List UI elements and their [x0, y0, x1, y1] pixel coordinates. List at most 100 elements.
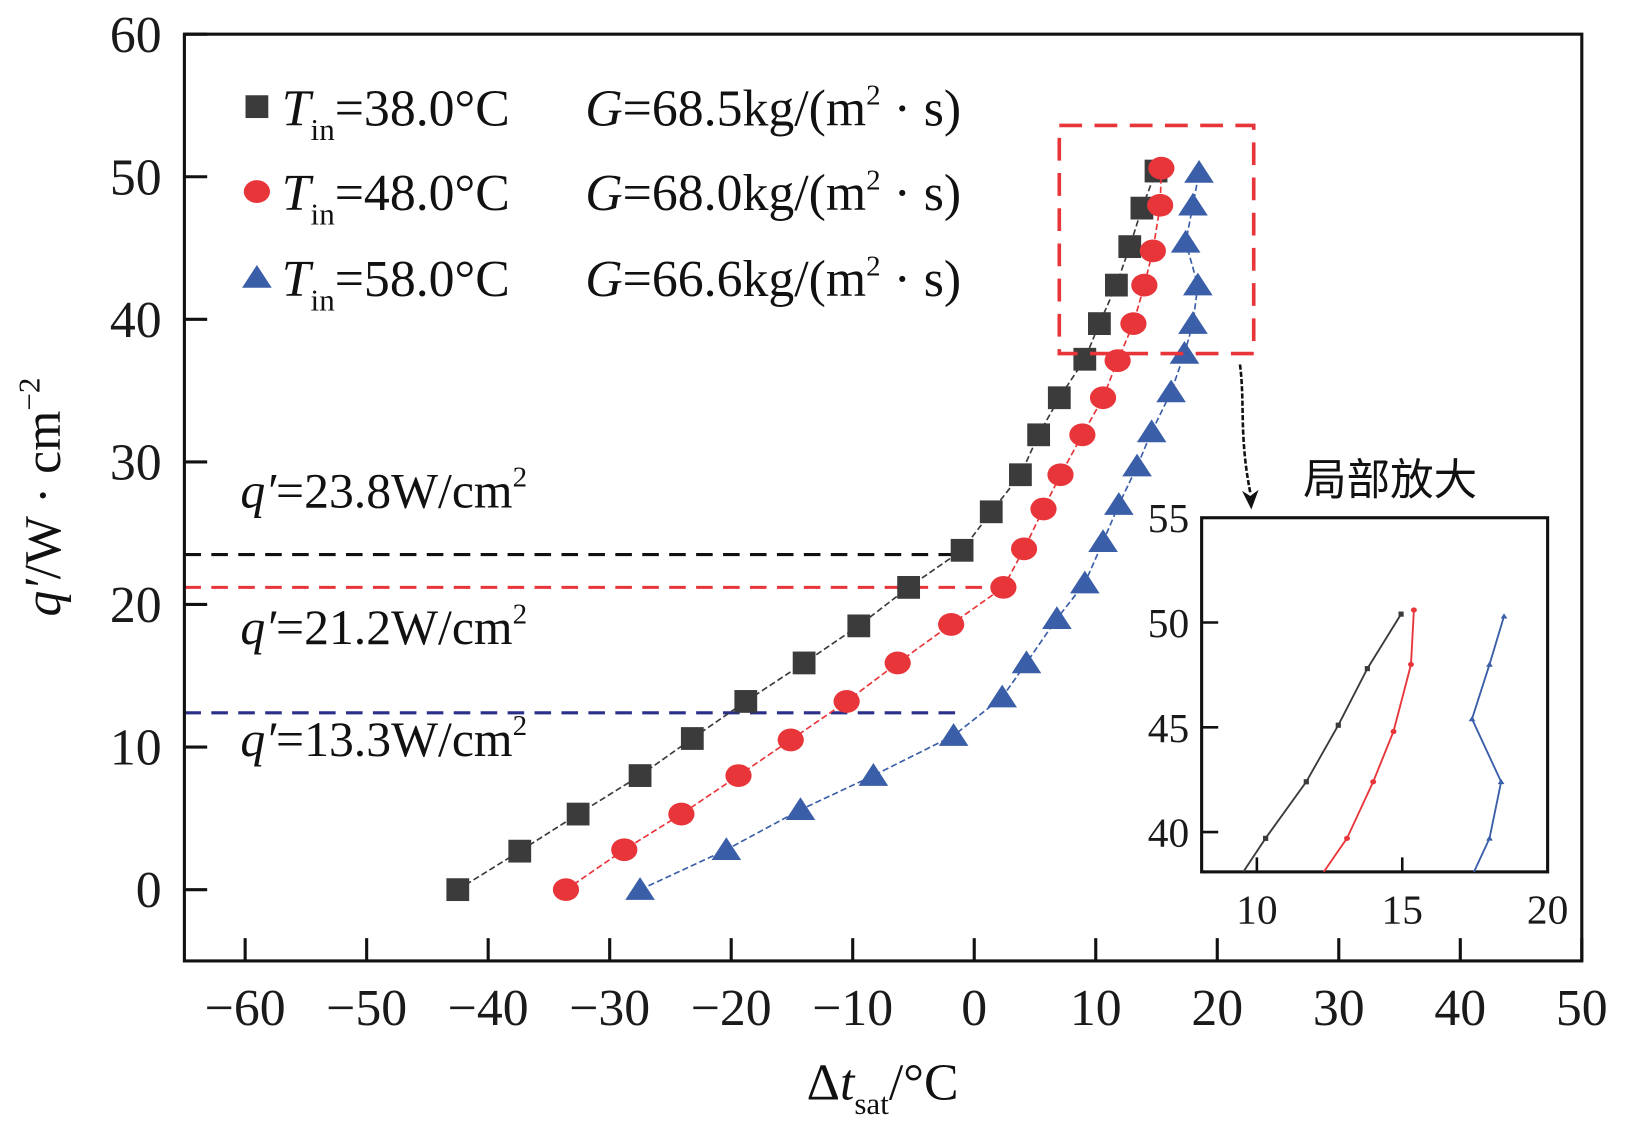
data-point-triangle	[1104, 492, 1134, 515]
data-point-circle	[611, 838, 638, 862]
inset-frame	[1200, 516, 1550, 874]
legend-g-tail: · s)	[881, 251, 962, 308]
legend-g-val: =66.6kg/(m	[623, 251, 866, 308]
data-point-circle	[777, 728, 804, 752]
legend-g-exp: 2	[866, 250, 881, 282]
x-label-sub: sat	[854, 1086, 889, 1121]
data-point-triangle	[1011, 650, 1042, 674]
legend-t: T	[282, 251, 314, 308]
x-tick-label: 10	[1070, 980, 1122, 1037]
data-point-square	[1335, 722, 1341, 728]
data-point-square	[734, 690, 758, 713]
data-point-square	[680, 727, 704, 750]
data-point-triangle	[1070, 570, 1100, 594]
data-point-square	[566, 802, 590, 826]
x-tick-label: −60	[205, 980, 286, 1037]
legend-t-sub: in	[311, 283, 336, 318]
data-point-triangle	[242, 264, 272, 288]
data-point-square	[1047, 386, 1071, 410]
legend-g: G	[585, 165, 622, 222]
data-point-circle	[938, 613, 965, 636]
data-point-square	[950, 538, 974, 562]
y-tick-label: 60	[110, 7, 162, 64]
y-tick-label: 10	[110, 720, 162, 777]
legend-t: T	[282, 165, 314, 222]
data-point-square	[1073, 347, 1097, 371]
data-point-circle	[833, 690, 860, 713]
legend-t-sub: in	[311, 197, 336, 232]
data-point-triangle	[1468, 716, 1476, 722]
data-point-circle	[725, 764, 752, 787]
x-tick-label: −50	[326, 980, 407, 1037]
data-point-square	[1088, 312, 1111, 335]
data-point-square	[847, 614, 871, 638]
data-point-circle	[1410, 607, 1417, 613]
main-plot: −60 −50 −40 −30 −20 −10 0 10 20 30 40 50 0 10 20 30 40 50…	[11, 7, 1607, 1121]
legend-t-val: =48.0°C	[335, 165, 510, 222]
data-point-triangle	[711, 837, 742, 860]
data-point-triangle	[1088, 529, 1118, 553]
inset-x-tick-label: 20	[1527, 887, 1568, 933]
y-tick-label: 20	[110, 577, 162, 634]
x-tick-label: −30	[569, 980, 650, 1037]
data-point-square	[1118, 235, 1142, 259]
x-label-delta: Δ	[807, 1055, 840, 1112]
x-label-var: t	[840, 1055, 856, 1112]
inset-series-line	[1323, 609, 1415, 873]
data-point-triangle	[1486, 661, 1493, 667]
data-point-circle	[552, 878, 580, 902]
inset-x-tick-label: 10	[1236, 887, 1277, 933]
data-point-circle	[668, 802, 695, 826]
data-point-circle	[243, 180, 271, 203]
data-point-square	[446, 878, 470, 902]
data-point-circle	[1069, 423, 1096, 447]
x-tick-label: −20	[691, 980, 772, 1037]
reference-label: q′=23.8W/cm2	[240, 462, 527, 519]
data-point-triangle	[1183, 272, 1213, 296]
y-axis-label: q′/W · cm−2	[11, 378, 72, 617]
data-point-circle	[1407, 661, 1414, 668]
x-tick-label: 50	[1556, 980, 1608, 1037]
data-point-square	[1303, 779, 1309, 785]
x-tick-label: −10	[812, 980, 893, 1037]
data-point-triangle	[785, 797, 816, 821]
data-point-square	[628, 764, 652, 787]
inset-y-tick-label: 40	[1148, 810, 1189, 856]
data-point-triangle	[1184, 159, 1214, 183]
ref-text: =23.8W/cm	[276, 463, 513, 518]
legend-t-val: =38.0°C	[335, 80, 510, 137]
ref-exp: 2	[513, 462, 528, 494]
legend-t: T	[282, 80, 314, 137]
x-tick-label: 20	[1191, 980, 1243, 1037]
x-label-unit: /°C	[889, 1055, 959, 1112]
data-point-square	[897, 575, 921, 599]
legend-entry: Tin=38.0°C G=68.5kg/(m2 · s)	[282, 80, 961, 147]
legend-g: G	[585, 251, 622, 308]
data-point-circle	[1047, 463, 1074, 487]
legend-t-val: =58.0°C	[335, 251, 510, 308]
data-point-triangle	[1500, 613, 1508, 619]
reference-label: q′=21.2W/cm2	[240, 598, 527, 655]
data-point-circle	[1148, 156, 1175, 180]
data-point-triangle	[1170, 229, 1201, 253]
data-point-triangle	[858, 763, 889, 786]
legend-entry: Tin=48.0°C G=68.0kg/(m2 · s)	[282, 164, 961, 231]
data-point-circle	[1030, 497, 1057, 521]
data-point-square	[1027, 423, 1051, 447]
y-tick-label: 40	[110, 292, 162, 349]
x-tick-label: 30	[1313, 980, 1365, 1037]
x-axis-label: Δtsat/°C	[807, 1055, 959, 1121]
series-group	[446, 156, 1214, 902]
x-tick-label: 0	[961, 980, 987, 1037]
legend-g-val: =68.5kg/(m	[623, 80, 866, 137]
ref-exp: 2	[513, 710, 528, 742]
legend-t-sub: in	[311, 112, 336, 147]
data-point-square	[1263, 835, 1269, 841]
ref-text: =13.3W/cm	[276, 712, 513, 767]
legend-g-tail: · s)	[881, 165, 962, 222]
legend-g: G	[585, 80, 622, 137]
data-point-square	[508, 839, 532, 863]
data-point-triangle	[1136, 419, 1167, 443]
x-tick-label: 40	[1434, 980, 1486, 1037]
